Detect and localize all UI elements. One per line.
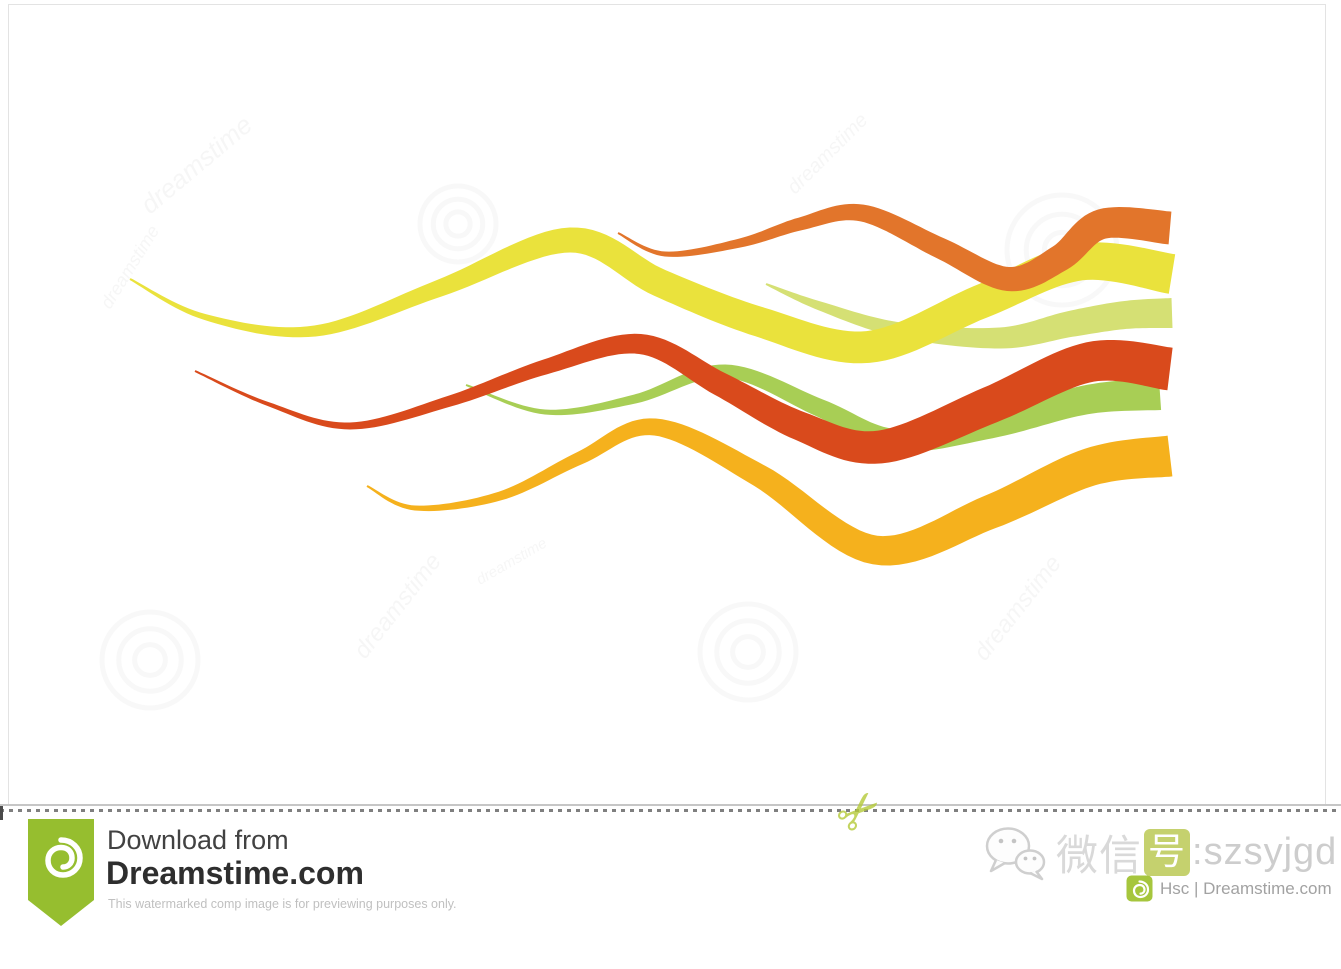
watermark-ghost-spiral xyxy=(99,609,201,711)
watermark-ghost-text: dreamstime xyxy=(96,222,163,312)
cut-line-solid xyxy=(0,804,1341,806)
ribbon-red xyxy=(194,333,1173,464)
ribbon-yellow xyxy=(129,227,1176,364)
dreamstime-site-label[interactable]: Dreamstime.com xyxy=(106,855,364,891)
credit-text: Hsc | Dreamstime.com xyxy=(1160,878,1332,898)
ribbon-pale-green xyxy=(765,283,1173,349)
wechat-id-suffix: :szsyjgd xyxy=(1192,831,1338,873)
wechat-id-highlight: 号 xyxy=(1144,829,1191,876)
watermark-ghost-text: dreamstime xyxy=(474,535,550,589)
watermark-ghost-spiral xyxy=(116,626,184,694)
download-from-label: Download from xyxy=(107,825,289,855)
watermark-ghost-text: dreamstime xyxy=(135,109,258,219)
watermark-ghost-spiral xyxy=(132,642,168,678)
cut-line xyxy=(0,804,1341,812)
dreamstime-logo-badge xyxy=(28,819,94,926)
scan-edge-artifact xyxy=(0,806,3,820)
watermark-ghost-spiral xyxy=(417,183,499,265)
ribbon-golden xyxy=(366,418,1173,566)
watermark-ghost-text: dreamstime xyxy=(968,550,1066,665)
ribbon-orange xyxy=(617,203,1172,292)
logo-spiral-icon xyxy=(45,837,83,878)
credit-line: Hsc | Dreamstime.com xyxy=(1126,875,1332,902)
watermark-ghost-spiral xyxy=(430,196,486,252)
wechat-icon xyxy=(985,826,1046,880)
watermark-ghost-text: dreamstime xyxy=(348,548,446,663)
watermark-ghost-spiral xyxy=(697,601,799,703)
credit-logo-icon xyxy=(1126,875,1153,902)
watermark-ghost-spiral xyxy=(714,618,782,686)
watermark-disclaimer: This watermarked comp image is for previ… xyxy=(108,897,457,911)
credit-spiral-icon xyxy=(1132,880,1150,899)
wechat-watermark: 微信 号 :szsyjgd xyxy=(984,822,1337,883)
watermark-ghost-spiral xyxy=(730,634,766,670)
wechat-id-text: 微信 号 :szsyjgd xyxy=(1056,822,1337,883)
cut-line-dashes xyxy=(0,809,1341,812)
wechat-id-prefix: 微信 xyxy=(1056,832,1143,879)
watermark-ghost-spiral xyxy=(443,209,473,239)
ribbon-green xyxy=(465,364,1162,452)
watermark-ghost-text: dreamstime xyxy=(783,109,872,198)
